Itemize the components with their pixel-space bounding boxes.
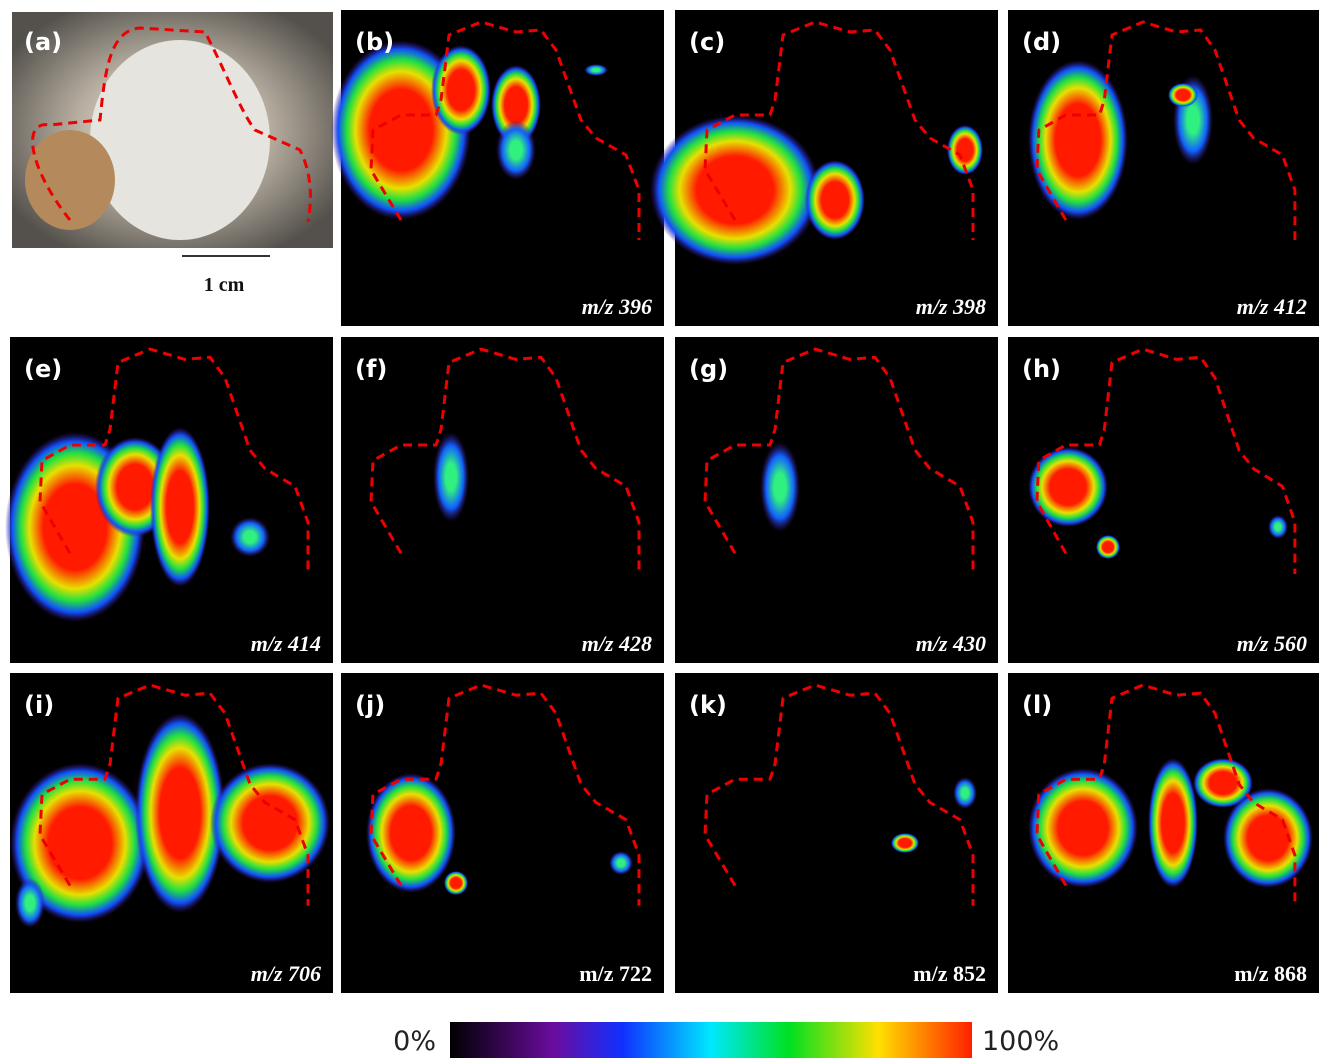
mz-label: m/z 560 (1237, 631, 1307, 656)
panel-label: (a) (24, 28, 62, 56)
panel-label: (g) (689, 355, 728, 383)
intensity-region (584, 64, 608, 76)
msi-image (675, 673, 998, 993)
mz-label: m/z 414 (251, 631, 321, 656)
intensity-region (496, 120, 536, 180)
intensity-region (805, 160, 865, 240)
panel-label: (d) (1022, 28, 1061, 56)
panel: m/z 428 (f) (341, 337, 664, 663)
intensity-region (1268, 515, 1288, 539)
panel: m/z 852 (k) (675, 673, 998, 993)
intensity-region (150, 427, 210, 587)
intensity-region (433, 432, 469, 522)
mz-label: m/z 852 (913, 961, 986, 986)
intensity-region (609, 851, 633, 875)
panel: m/z 412 (d) (1008, 10, 1319, 326)
panel-label: (f) (355, 355, 387, 383)
figure: 1 cm 0% 100% (a)m/z 396(b)m/z 398(c)m/z … (0, 0, 1319, 1058)
colorbar-min: 0% (393, 1026, 436, 1057)
panel-label: (h) (1022, 355, 1061, 383)
panel: (a) (12, 12, 333, 248)
panel-label: (e) (24, 355, 62, 383)
panel: m/z 396 (b) (331, 10, 664, 326)
intensity-region (431, 45, 491, 135)
mz-label: m/z 706 (251, 961, 321, 986)
intensity-region (1028, 447, 1108, 527)
intensity-region (210, 763, 330, 883)
panel: m/z 414 (e) (5, 337, 333, 663)
panel-label: (c) (689, 28, 725, 56)
panel-label: (b) (355, 28, 394, 56)
intensity-region (1028, 60, 1128, 220)
photo-sample (25, 130, 115, 230)
colorbar-max: 100% (982, 1026, 1059, 1057)
photo-sample (90, 40, 270, 240)
mz-label: m/z 412 (1237, 294, 1307, 319)
mz-label: m/z 428 (582, 631, 652, 656)
colorbar (450, 1022, 972, 1058)
mz-label: m/z 722 (579, 961, 652, 986)
intensity-region (1148, 758, 1198, 888)
intensity-region (1028, 768, 1138, 888)
panel: m/z 706 (i) (10, 673, 333, 993)
panel-label: (i) (24, 691, 54, 719)
intensity-region (1096, 535, 1120, 559)
panel: m/z 560 (h) (1008, 337, 1319, 663)
intensity-region (650, 115, 820, 265)
mz-label: m/z 868 (1234, 961, 1307, 986)
panel-label: (k) (689, 691, 727, 719)
intensity-region (760, 442, 800, 532)
scale-bar-label: 1 cm (204, 274, 245, 296)
intensity-region (1223, 788, 1313, 888)
intensity-region (230, 517, 270, 557)
panel: m/z 430 (g) (675, 337, 998, 663)
intensity-region (15, 878, 45, 928)
mz-label: m/z 398 (916, 294, 986, 319)
panel-label: (j) (355, 691, 385, 719)
intensity-region (891, 833, 919, 853)
mz-label: m/z 396 (582, 294, 652, 319)
panel: m/z 722 (j) (341, 673, 664, 993)
msi-image (341, 337, 664, 663)
intensity-region (444, 871, 468, 895)
panel: m/z 868 (l) (1008, 673, 1319, 993)
panel: m/z 398 (c) (650, 10, 998, 326)
intensity-region (1168, 83, 1198, 107)
msi-image (675, 337, 998, 663)
mz-label: m/z 430 (916, 631, 986, 656)
panel-label: (l) (1022, 691, 1052, 719)
intensity-region (953, 777, 977, 809)
